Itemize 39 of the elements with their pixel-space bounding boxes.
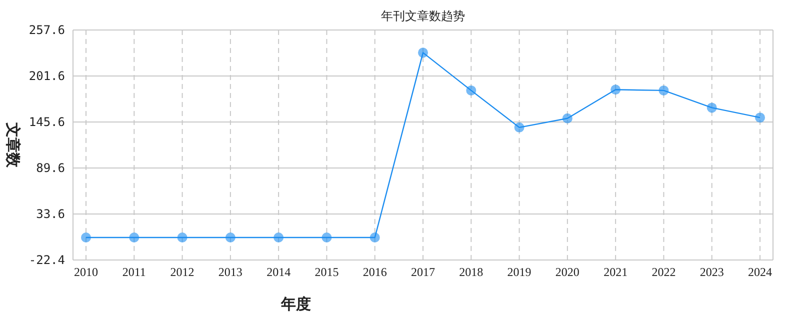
point xyxy=(225,232,236,242)
x-tick-label: 2024 xyxy=(748,265,772,279)
x-axis-title: 年度 xyxy=(280,295,311,313)
x-tick-label: 2011 xyxy=(122,265,146,279)
x-tick-label: 2015 xyxy=(314,265,339,279)
x-tick-label: 2013 xyxy=(218,265,242,279)
x-tick-label: 2020 xyxy=(555,265,580,279)
x-tick-label: 2022 xyxy=(652,265,676,279)
point xyxy=(177,232,188,242)
y-tick-label: 257.6 xyxy=(28,23,65,37)
y-tick-label: -22.4 xyxy=(28,253,65,267)
point xyxy=(562,113,572,124)
point xyxy=(322,232,332,242)
point xyxy=(466,85,476,96)
x-tick-label: 2023 xyxy=(700,265,724,279)
y-tick-label: 89.6 xyxy=(36,161,65,175)
y-axis-title: 文章数 xyxy=(4,122,22,168)
point xyxy=(370,232,380,242)
x-tick-label: 2017 xyxy=(411,265,435,279)
point xyxy=(81,232,91,242)
point xyxy=(129,232,140,242)
y-tick-label: 201.6 xyxy=(28,69,65,83)
point xyxy=(418,48,428,58)
x-tick-label: 2018 xyxy=(459,265,484,279)
x-tick-label: 2019 xyxy=(507,265,532,279)
y-tick-label: 145.6 xyxy=(28,115,65,129)
point xyxy=(706,102,717,113)
point xyxy=(755,112,765,123)
point xyxy=(514,122,524,132)
chart-title: 年刊文章数趋势 xyxy=(381,9,465,23)
x-tick-label: 2012 xyxy=(170,265,194,279)
y-tick-label: 33.6 xyxy=(36,207,65,221)
x-tick-label: 2021 xyxy=(604,265,628,279)
x-tick-label: 2014 xyxy=(266,265,291,279)
x-tick-label: 2016 xyxy=(362,265,387,279)
point xyxy=(274,232,284,242)
x-tick-label: 2010 xyxy=(74,265,98,279)
point xyxy=(658,85,669,96)
point xyxy=(610,84,621,95)
